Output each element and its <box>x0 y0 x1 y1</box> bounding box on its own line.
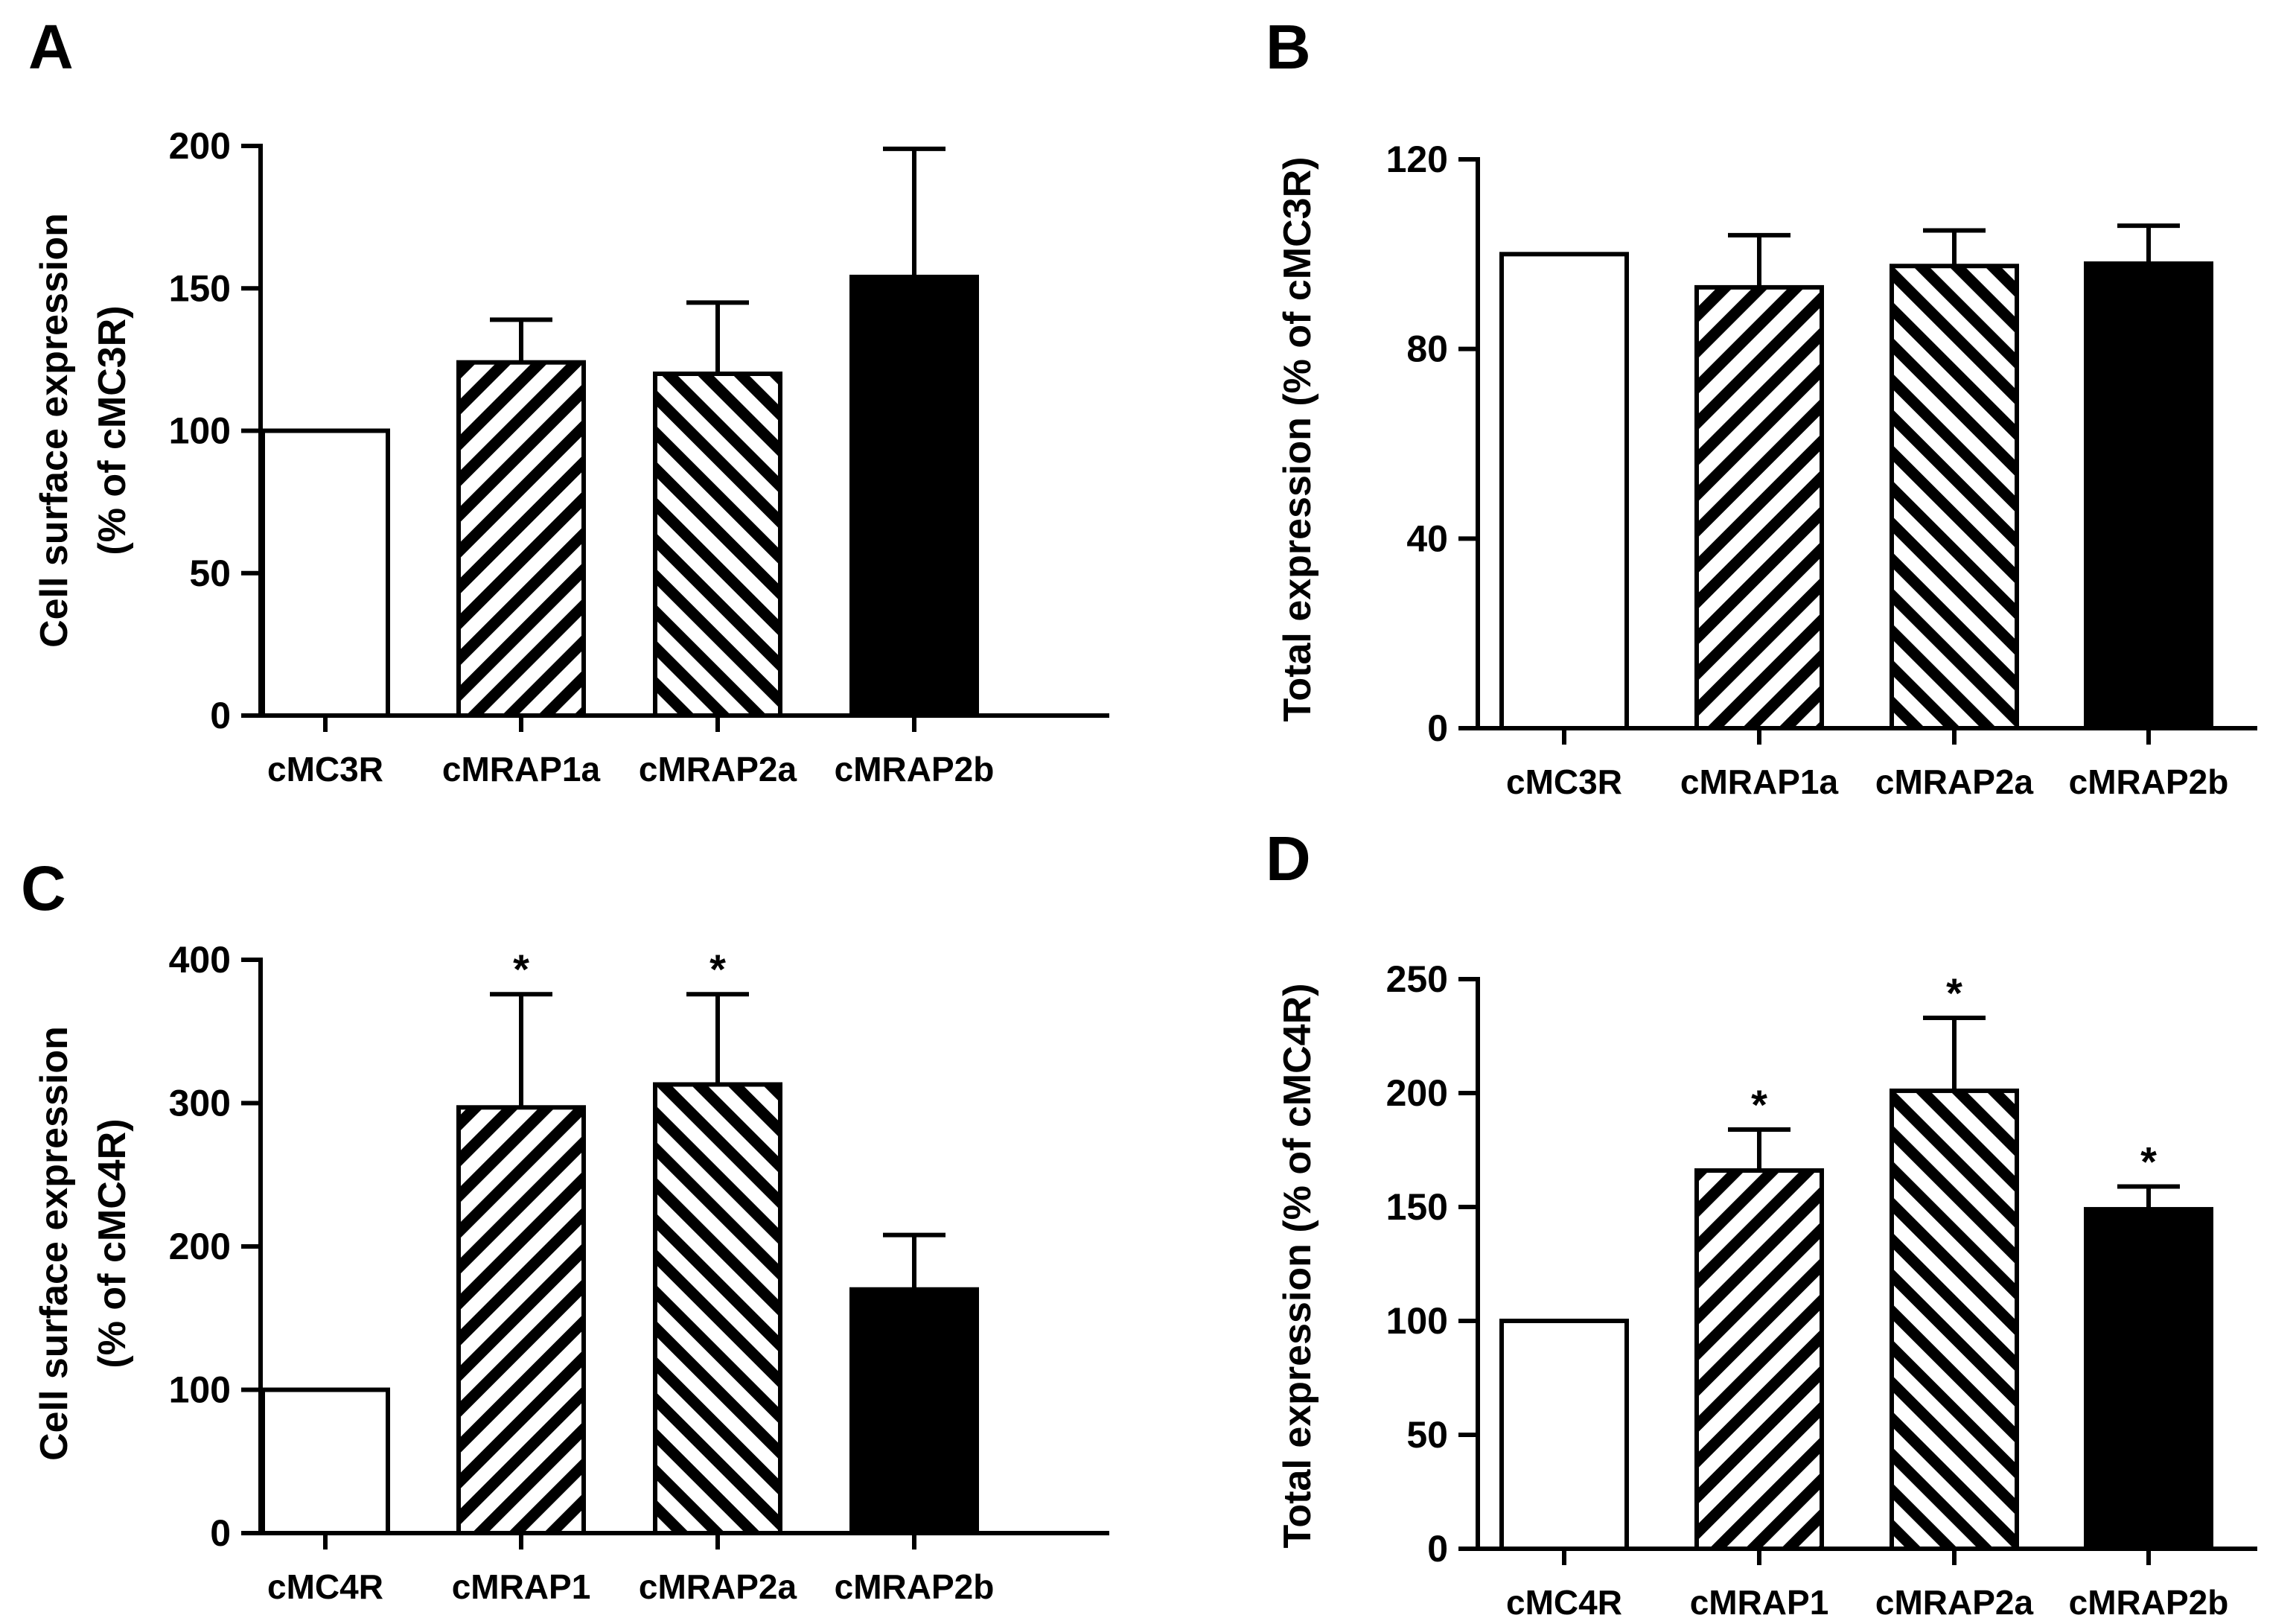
bar-cmc3r <box>1499 252 1629 731</box>
bar-cmrap2b <box>849 1287 979 1535</box>
y-tick-label: 100 <box>169 1369 231 1411</box>
bar-cmc4r <box>261 1387 390 1535</box>
significance-star: * <box>1751 1081 1767 1128</box>
bar-cmrap1 <box>456 1105 586 1535</box>
y-tick-label: 80 <box>1406 328 1448 370</box>
bar-cmrap2a <box>1890 264 2019 730</box>
y-tick-label: 100 <box>169 410 231 452</box>
x-tick-label: cMRAP2a <box>639 750 797 789</box>
x-tick-label: cMRAP2b <box>2069 762 2229 801</box>
x-tick-label: cMRAP2a <box>1875 1583 2034 1618</box>
x-tick-label: cMRAP1 <box>1690 1583 1829 1618</box>
x-tick-label: cMC4R <box>1506 1583 1622 1618</box>
bar-cmrap2b <box>2084 261 2213 731</box>
significance-star: * <box>2140 1138 2157 1185</box>
y-axis-label-line2: (% of cMC3R) <box>91 305 134 555</box>
panel-letter: C <box>21 853 66 923</box>
bar-cmc3r <box>261 428 390 718</box>
x-tick-label: cMC3R <box>1506 762 1622 801</box>
x-tick-label: cMRAP2a <box>1875 762 2034 801</box>
x-tick-label: cMRAP1a <box>442 750 601 789</box>
x-tick-label: cMRAP2b <box>835 1567 995 1606</box>
bar-cmrap1a <box>1694 284 1824 730</box>
panel-letter: A <box>28 12 74 82</box>
panel-letter: D <box>1266 824 1311 894</box>
bar-cmc4r <box>1499 1319 1629 1551</box>
y-tick-label: 150 <box>169 267 231 309</box>
y-tick-label: 40 <box>1406 517 1448 559</box>
x-tick-label: cMRAP1 <box>452 1567 591 1606</box>
y-tick-label: 400 <box>169 939 231 981</box>
y-tick-label: 0 <box>210 695 231 736</box>
y-tick-label: 200 <box>169 1226 231 1267</box>
y-axis-label: Total expression (% of cMC3R) <box>1276 157 1319 722</box>
bar-cmrap2a <box>653 1082 782 1535</box>
y-tick-label: 250 <box>1386 958 1448 1000</box>
bar-cmrap1 <box>1694 1168 1824 1552</box>
y-tick-label: 200 <box>169 125 231 167</box>
x-tick-label: cMC4R <box>267 1567 383 1606</box>
y-axis-label: Cell surface expression <box>33 1026 76 1461</box>
bar-cmrap2b <box>849 274 979 718</box>
x-tick-label: cMRAP1a <box>1680 762 1839 801</box>
significance-star: * <box>1946 969 1962 1016</box>
y-axis-label-line2: (% of cMC4R) <box>91 1118 134 1368</box>
y-tick-label: 0 <box>210 1512 231 1554</box>
y-tick-label: 50 <box>189 552 231 594</box>
panel-letter: B <box>1266 12 1311 82</box>
y-tick-label: 0 <box>1427 1528 1448 1570</box>
bar-cmrap1a <box>456 360 586 718</box>
y-axis-label: Total expression (% of cMC4R) <box>1276 984 1319 1549</box>
y-tick-label: 120 <box>1386 138 1448 180</box>
x-tick-label: cMRAP2b <box>2069 1583 2229 1618</box>
x-tick-label: cMRAP2a <box>639 1567 797 1606</box>
bar-cmrap2b <box>2084 1207 2213 1552</box>
y-tick-label: 300 <box>169 1083 231 1124</box>
significance-star: * <box>709 946 726 993</box>
bar-cmrap2a <box>1890 1088 2019 1551</box>
y-tick-label: 200 <box>1386 1072 1448 1114</box>
x-tick-label: cMC3R <box>267 750 383 789</box>
y-tick-label: 150 <box>1386 1186 1448 1228</box>
bar-cmrap2a <box>653 372 782 718</box>
y-tick-label: 50 <box>1406 1414 1448 1456</box>
y-tick-label: 100 <box>1386 1300 1448 1342</box>
significance-star: * <box>513 946 529 993</box>
y-axis-label: Cell surface expression <box>33 213 76 648</box>
y-tick-label: 0 <box>1427 707 1448 749</box>
x-tick-label: cMRAP2b <box>835 750 995 789</box>
